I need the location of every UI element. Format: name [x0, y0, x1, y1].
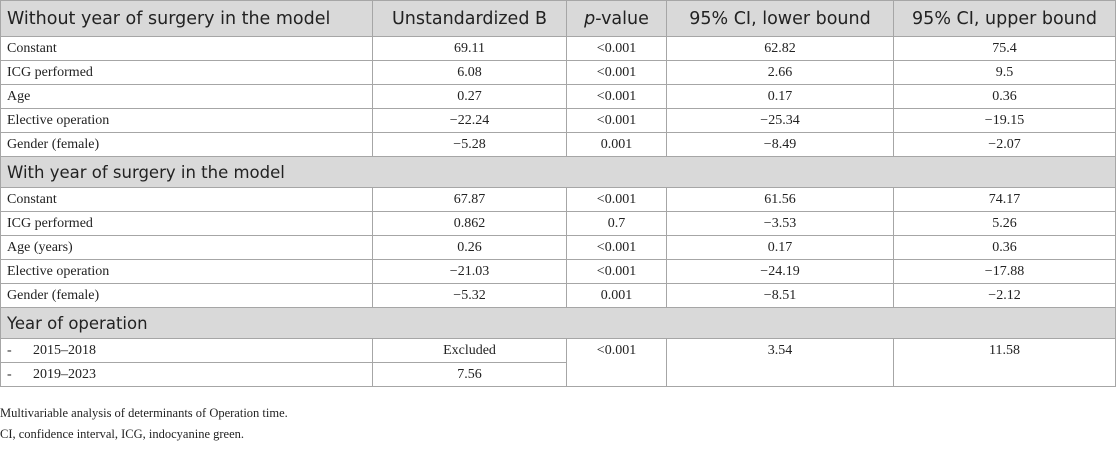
- cell: <0.001: [566, 187, 667, 212]
- data-row: - 2015–2018 Excluded <0.001 3.54 11.58: [0, 338, 1116, 387]
- cell: −21.03: [372, 259, 567, 284]
- cell: −5.28: [372, 132, 567, 157]
- row-label: Constant: [0, 187, 373, 212]
- header-cell: 95% CI, lower bound: [666, 0, 894, 37]
- cell: −8.51: [666, 283, 894, 308]
- cell: 0.001: [566, 132, 667, 157]
- cell: 0.001: [566, 283, 667, 308]
- bullet: -: [7, 366, 12, 382]
- cell: <0.001: [566, 84, 667, 109]
- cell: 75.4: [893, 36, 1116, 61]
- header-cell: Without year of surgery in the model: [0, 0, 373, 37]
- cell: 9.5: [893, 60, 1116, 85]
- data-row: - 2019–2023 7.56: [0, 362, 1116, 387]
- header-italic: p: [584, 8, 596, 29]
- cell: <0.001: [566, 259, 667, 284]
- header-row: Without year of surgery in the model Uns…: [0, 0, 1116, 37]
- header-cell: p-value: [566, 0, 667, 37]
- cell: <0.001: [566, 36, 667, 61]
- cell: 0.17: [666, 84, 894, 109]
- row-label: Elective operation: [0, 259, 373, 284]
- cell: Excluded: [372, 338, 567, 363]
- cell: 7.56: [372, 362, 567, 387]
- cell: 0.862: [372, 211, 567, 236]
- header-text: -value: [595, 8, 649, 29]
- cell: −22.24: [372, 108, 567, 133]
- data-row: Age (years) 0.26 <0.001 0.17 0.36: [0, 235, 1116, 260]
- footnotes: Multivariable analysis of determinants o…: [0, 403, 288, 445]
- label: 2019–2023: [33, 366, 96, 382]
- section-title: With year of surgery in the model: [0, 156, 1116, 188]
- cell: −17.88: [893, 259, 1116, 284]
- merged-cell: 11.58: [893, 338, 1116, 387]
- data-row: Constant 69.11 <0.001 62.82 75.4: [0, 36, 1116, 61]
- row-label: Constant: [0, 36, 373, 61]
- cell: 0.36: [893, 84, 1116, 109]
- row-label: - 2015–2018: [0, 338, 373, 363]
- cell: 6.08: [372, 60, 567, 85]
- row-label: Age: [0, 84, 373, 109]
- cell: −3.53: [666, 211, 894, 236]
- cell: 5.26: [893, 211, 1116, 236]
- data-row: ICG performed 0.862 0.7 −3.53 5.26: [0, 211, 1116, 236]
- data-row: Gender (female) −5.32 0.001 −8.51 −2.12: [0, 283, 1116, 308]
- data-row: ICG performed 6.08 <0.001 2.66 9.5: [0, 60, 1116, 85]
- data-row: Age 0.27 <0.001 0.17 0.36: [0, 84, 1116, 109]
- cell: −19.15: [893, 108, 1116, 133]
- cell: 69.11: [372, 36, 567, 61]
- row-label: ICG performed: [0, 60, 373, 85]
- row-label: - 2019–2023: [0, 362, 373, 387]
- header-cell: 95% CI, upper bound: [893, 0, 1116, 37]
- footnote: CI, confidence interval, ICG, indocyanin…: [0, 427, 245, 441]
- row-label: Age (years): [0, 235, 373, 260]
- cell: <0.001: [566, 235, 667, 260]
- cell: −24.19: [666, 259, 894, 284]
- row-label: Gender (female): [0, 283, 373, 308]
- section-title: Year of operation: [0, 307, 1116, 339]
- data-row: Elective operation −22.24 <0.001 −25.34 −19.…: [0, 108, 1116, 133]
- data-row: Gender (female) −5.28 0.001 −8.49 −2.07: [0, 132, 1116, 157]
- cell: 61.56: [666, 187, 894, 212]
- merged-cell: 3.54: [666, 338, 894, 387]
- header-cell: Unstandardized B: [372, 0, 567, 37]
- row-label: Elective operation: [0, 108, 373, 133]
- data-row: Constant 67.87 <0.001 61.56 74.17: [0, 187, 1116, 212]
- cell: 0.27: [372, 84, 567, 109]
- cell: 0.26: [372, 235, 567, 260]
- cell: −2.12: [893, 283, 1116, 308]
- label: 2015–2018: [33, 342, 96, 358]
- table-body: Constant 69.11 <0.001 62.82 75.4 ICG performe…: [0, 36, 1116, 387]
- cell: 0.17: [666, 235, 894, 260]
- cell: −25.34: [666, 108, 894, 133]
- cell: <0.001: [566, 108, 667, 133]
- section-row: Year of operation: [0, 307, 1116, 339]
- cell: 0.36: [893, 235, 1116, 260]
- row-label: Gender (female): [0, 132, 373, 157]
- bullet: -: [7, 342, 12, 358]
- merged-cell: <0.001: [566, 338, 667, 387]
- cell: −5.32: [372, 283, 567, 308]
- section-row: With year of surgery in the model: [0, 156, 1116, 188]
- data-row: Elective operation −21.03 <0.001 −24.19 −17.…: [0, 259, 1116, 284]
- row-label: ICG performed: [0, 211, 373, 236]
- cell: 74.17: [893, 187, 1116, 212]
- cell: 0.7: [566, 211, 667, 236]
- cell: <0.001: [566, 60, 667, 85]
- cell: 62.82: [666, 36, 894, 61]
- results-table: Without year of surgery in the model Uns…: [0, 0, 1116, 387]
- cell: −2.07: [893, 132, 1116, 157]
- cell: −8.49: [666, 132, 894, 157]
- cell: 67.87: [372, 187, 567, 212]
- footnote: Multivariable analysis of determinants o…: [0, 406, 288, 420]
- cell: 2.66: [666, 60, 894, 85]
